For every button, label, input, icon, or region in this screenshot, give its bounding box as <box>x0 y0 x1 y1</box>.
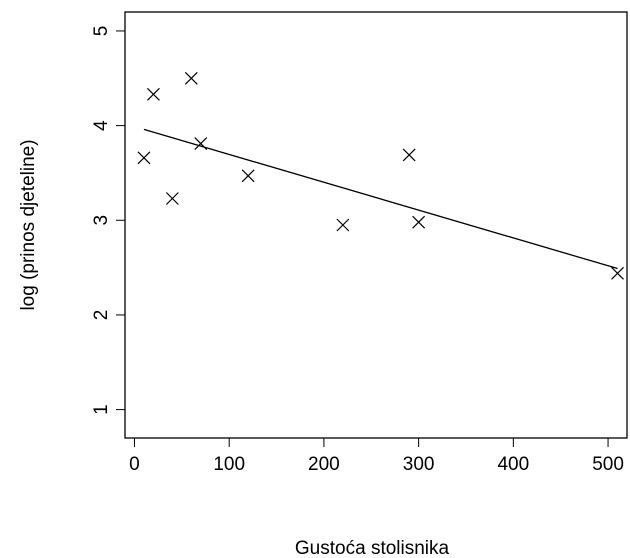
regression-line <box>143 128 618 270</box>
y-axis-title: log (prinos djeteline) <box>18 139 39 310</box>
data-points <box>137 71 624 280</box>
data-point <box>241 169 255 183</box>
data-point <box>412 215 426 229</box>
data-point <box>146 87 160 101</box>
regression-line-group <box>143 128 618 270</box>
data-point <box>402 148 416 162</box>
x-axis-ticks: 0 100 200 300 400 500 <box>129 438 624 475</box>
y-tick-label: 5 <box>91 26 112 37</box>
data-point <box>611 266 624 280</box>
y-tick-label: 1 <box>91 404 112 415</box>
x-tick-label: 500 <box>592 454 624 475</box>
y-axis-ticks: 1 2 3 4 5 <box>91 26 125 415</box>
x-tick-label: 300 <box>403 454 435 475</box>
y-tick-label: 3 <box>91 215 112 226</box>
x-tick-label: 400 <box>497 454 529 475</box>
data-point <box>194 137 208 151</box>
x-tick-label: 200 <box>308 454 340 475</box>
data-point <box>336 218 350 232</box>
data-point <box>184 71 198 85</box>
y-tick-label: 2 <box>91 310 112 321</box>
x-axis-title: Gustoća stolisnika <box>295 538 450 558</box>
y-tick-label: 4 <box>91 120 112 131</box>
data-point <box>165 192 179 205</box>
data-point <box>137 151 151 165</box>
plot-frame <box>124 11 628 439</box>
x-tick-label: 100 <box>213 454 245 475</box>
x-tick-label: 0 <box>129 454 140 475</box>
